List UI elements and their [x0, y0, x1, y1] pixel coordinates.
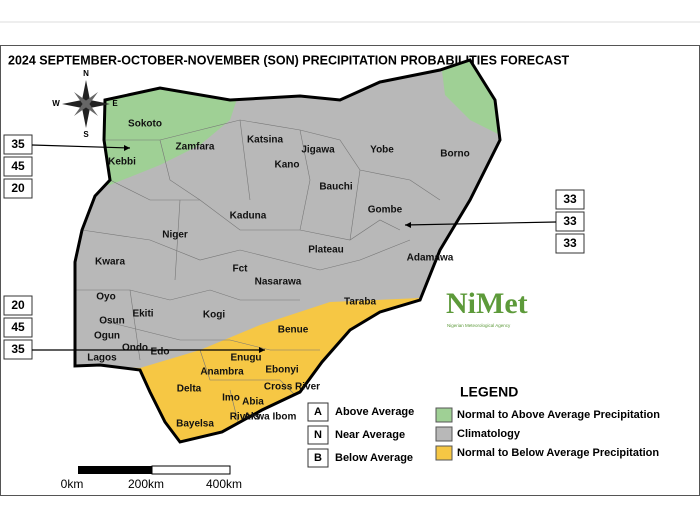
state-label: Cross River: [264, 382, 320, 393]
state-label: Nasarawa: [255, 277, 302, 288]
key-box: [307, 448, 329, 468]
key-box: [307, 402, 329, 422]
state-label: Ebonyi: [265, 365, 299, 376]
scale-label: 0km: [61, 477, 84, 491]
arrow: [404, 221, 557, 226]
key-label: Below Average: [335, 452, 413, 464]
state-label: Edo: [151, 347, 170, 358]
key-letter: A: [314, 406, 322, 418]
probability-box: [3, 317, 33, 338]
arrow-head: [405, 222, 411, 228]
state-label: Ekiti: [132, 309, 153, 320]
probability-value: 45: [11, 159, 25, 173]
state-borders: [75, 119, 441, 431]
legend-label: Normal to Above Average Precipitation: [457, 409, 660, 421]
state-label: Rivers: [230, 412, 261, 423]
state-label: Bayelsa: [176, 419, 214, 430]
state-label: Zamfara: [176, 142, 215, 153]
scale-bar: [78, 466, 152, 474]
compass: N E S W: [52, 69, 118, 139]
state-label: Oyo: [96, 292, 115, 303]
state-label: Fct: [233, 264, 249, 275]
state-label: Sokoto: [128, 119, 162, 130]
state-label: Anambra: [200, 367, 244, 378]
state-label: Taraba: [344, 297, 376, 308]
scale-label: 200km: [128, 477, 164, 491]
key-box: [307, 425, 329, 445]
probability-box: [555, 233, 585, 254]
scale-bar: [151, 465, 231, 475]
probability-value: 33: [563, 214, 577, 228]
probability-box: [555, 189, 585, 210]
legend-title: LEGEND: [460, 384, 518, 400]
probability-value: 33: [563, 192, 577, 206]
state-label: Abia: [242, 397, 264, 408]
logo-name: NiMet: [446, 287, 528, 320]
state-label: Ondo: [122, 343, 148, 354]
probability-value: 20: [11, 298, 25, 312]
arrow-head: [259, 347, 265, 353]
state-label: Imo: [222, 393, 240, 404]
key-letter: B: [314, 452, 322, 464]
state-label: Jigawa: [301, 145, 335, 156]
compass-letter: N: [83, 69, 89, 78]
legend-label: Normal to Below Average Precipitation: [457, 447, 659, 459]
probability-value: 20: [11, 181, 25, 195]
probability-box: [3, 156, 33, 177]
state-label: Osun: [99, 316, 125, 327]
state-label: Kano: [275, 160, 300, 171]
legend-swatch: [435, 426, 453, 442]
probability-value: 33: [563, 236, 577, 250]
legend-swatch: [435, 407, 453, 423]
compass-letter: E: [112, 99, 118, 108]
state-label: Yobe: [370, 145, 394, 156]
state-label: Adamawa: [407, 253, 454, 264]
state-label: Borno: [440, 149, 469, 160]
probability-box: [3, 178, 33, 199]
state-label: Enugu: [230, 353, 261, 364]
state-label: Ogun: [94, 331, 120, 342]
key-label: Above Average: [335, 406, 414, 418]
arrow-head: [124, 145, 130, 151]
probability-box: [555, 211, 585, 232]
logo-subtitle: Nigerian Meteorological Agency: [447, 323, 511, 328]
legend-label: Climatology: [457, 428, 521, 440]
compass-rose: [74, 92, 98, 116]
state-label: Akwa Ibom: [244, 412, 297, 423]
compass-letter: W: [52, 99, 60, 108]
scale-label: 400km: [206, 477, 242, 491]
state-label: Katsina: [247, 135, 284, 146]
probability-value: 35: [11, 342, 25, 356]
probability-value: 45: [11, 320, 25, 334]
state-label: Kebbi: [108, 157, 136, 168]
state-label: Bauchi: [319, 182, 353, 193]
state-label: Kaduna: [230, 211, 267, 222]
key-letter: N: [314, 429, 322, 441]
state-label: Niger: [162, 230, 188, 241]
probability-value: 35: [11, 137, 25, 151]
state-label: Benue: [278, 325, 309, 336]
arrow: [31, 144, 131, 149]
state-label: Gombe: [368, 205, 403, 216]
probability-box: [3, 295, 33, 316]
state-label: Kogi: [203, 310, 225, 321]
key-label: Near Average: [335, 429, 405, 441]
title: 2024 SEPTEMBER-OCTOBER-NOVEMBER (SON) PR…: [8, 53, 570, 67]
compass-letter: S: [83, 130, 89, 139]
legend-swatch: [435, 445, 453, 461]
logo: NiMet Nigerian Meteorological Agency: [446, 287, 528, 328]
probability-box: [3, 134, 33, 155]
state-label: Plateau: [308, 245, 344, 256]
state-label: Lagos: [87, 353, 117, 364]
state-label: Kwara: [95, 257, 125, 268]
state-label: Delta: [177, 384, 202, 395]
above-region: [90, 90, 240, 185]
